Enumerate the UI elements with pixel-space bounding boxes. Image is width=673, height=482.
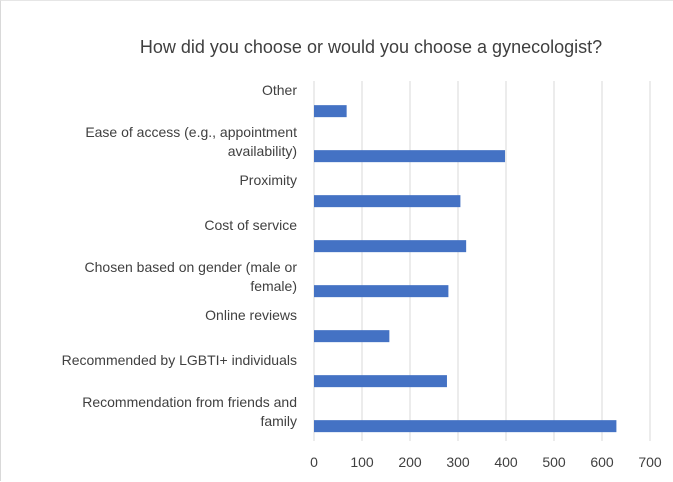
- bar: [314, 150, 506, 163]
- category-labels: Other Ease of access (e.g., appointment av…: [62, 82, 298, 429]
- category-label: Recommended by LGBTI+ individuals: [62, 352, 297, 368]
- category-label: Recommendation from friends and: [82, 394, 297, 410]
- category-label: availability): [228, 143, 297, 159]
- bars: [314, 105, 617, 433]
- x-tick-label: 200: [398, 454, 422, 470]
- x-tick-label: 0: [310, 454, 318, 470]
- category-label: Chosen based on gender (male or: [85, 259, 298, 275]
- category-label: Cost of service: [204, 217, 297, 233]
- category-label: female): [250, 278, 297, 294]
- x-tick-label: 400: [494, 454, 518, 470]
- category-label: Online reviews: [205, 307, 297, 323]
- x-axis-tick-labels: 0 100 200 300 400 500 600 700: [310, 454, 662, 470]
- bar: [314, 375, 447, 388]
- bar: [314, 240, 467, 253]
- bar: [314, 330, 390, 343]
- x-tick-label: 100: [350, 454, 374, 470]
- x-tick-label: 300: [446, 454, 470, 470]
- chart-title: How did you choose or would you choose a…: [140, 37, 602, 57]
- x-tick-label: 500: [542, 454, 566, 470]
- category-label: Proximity: [239, 172, 297, 188]
- category-label: family: [260, 413, 297, 429]
- gridlines: [313, 81, 651, 441]
- category-label: Ease of access (e.g., appointment: [85, 124, 297, 140]
- bar: [314, 195, 461, 208]
- bar: [314, 420, 617, 433]
- bar: [314, 285, 449, 298]
- x-tick-label: 600: [590, 454, 614, 470]
- bar: [314, 105, 347, 118]
- category-label: Other: [262, 82, 297, 98]
- x-tick-label: 700: [638, 454, 662, 470]
